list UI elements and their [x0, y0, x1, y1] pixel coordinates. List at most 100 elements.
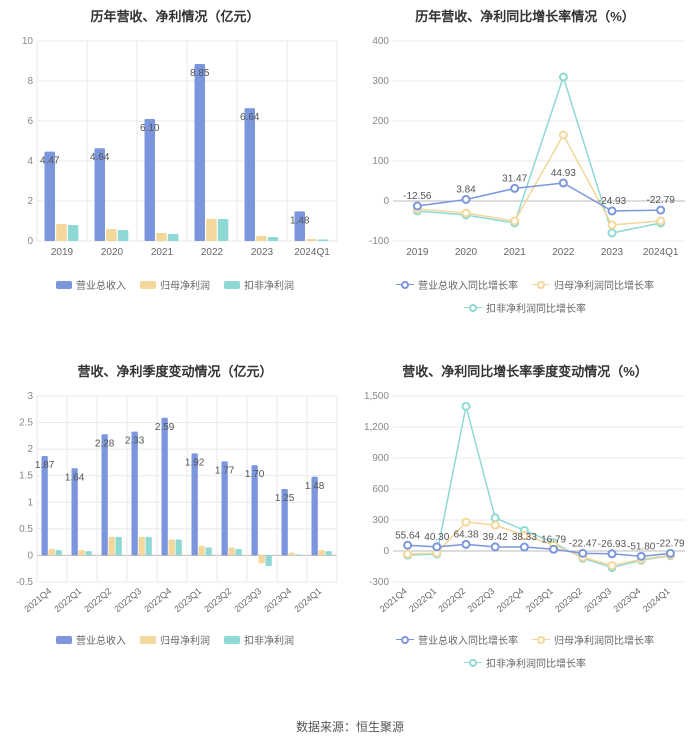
svg-text:100: 100	[372, 156, 389, 167]
chart-annual-line: -100 0 100 200 300 400 2019 2020 2021 2022 2023 202…	[354, 31, 696, 271]
svg-text:-51.80: -51.80	[627, 541, 656, 552]
legend-item: 营业总收入	[56, 632, 126, 647]
data-source-label: 数据来源：恒生聚源	[0, 710, 700, 743]
svg-text:1.87: 1.87	[35, 460, 55, 471]
svg-text:2024Q1: 2024Q1	[292, 586, 323, 614]
svg-text:0: 0	[383, 546, 389, 557]
legend-item: 归母净利润	[140, 632, 210, 647]
svg-text:0: 0	[383, 196, 389, 207]
legend-item: 营业总收入同比增长率	[396, 632, 518, 647]
svg-text:2024Q1: 2024Q1	[641, 586, 672, 614]
svg-text:300: 300	[372, 515, 389, 526]
svg-text:6: 6	[27, 116, 33, 127]
chart-quarterly-bar: -0.500.511.522.531.872021Q41.642022Q12.2…	[4, 386, 346, 626]
svg-text:2.33: 2.33	[125, 436, 145, 447]
svg-text:-26.93: -26.93	[598, 539, 627, 550]
chart-annual-bar: 02468104.4720194.6420206.1020218.8520226…	[4, 31, 346, 271]
svg-text:1.48: 1.48	[290, 215, 310, 226]
svg-text:-12.56: -12.56	[403, 191, 432, 202]
svg-text:6.64: 6.64	[240, 112, 260, 123]
legend: 营业总收入同比增长率归母净利润同比增长率扣非净利润同比增长率	[354, 632, 696, 670]
chart-title: 历年营收、净利同比增长率情况（%）	[354, 6, 696, 25]
panel-quarterly-growth: 营收、净利同比增长率季度变动情况（%） -300 0 300 600 900 1,200 1…	[350, 355, 700, 710]
svg-text:200: 200	[372, 116, 389, 127]
svg-text:6.10: 6.10	[140, 123, 160, 134]
svg-text:8: 8	[27, 76, 33, 87]
legend-item: 扣非净利润	[224, 632, 294, 647]
svg-text:2024Q1: 2024Q1	[294, 247, 330, 258]
svg-text:2022Q2: 2022Q2	[82, 586, 113, 614]
svg-text:2022: 2022	[552, 247, 575, 258]
legend-item: 扣非净利润同比增长率	[464, 300, 586, 315]
svg-text:2.59: 2.59	[155, 422, 175, 433]
legend-item: 归母净利润同比增长率	[532, 277, 654, 292]
legend: 营业总收入归母净利润扣非净利润	[4, 277, 346, 292]
svg-text:16.79: 16.79	[541, 534, 566, 545]
svg-text:900: 900	[372, 453, 389, 464]
svg-text:1.77: 1.77	[215, 465, 235, 476]
svg-text:-100: -100	[369, 236, 389, 247]
svg-text:600: 600	[372, 484, 389, 495]
svg-text:2023Q2: 2023Q2	[202, 586, 233, 614]
svg-text:2022Q4: 2022Q4	[495, 586, 526, 614]
legend-item: 归母净利润同比增长率	[532, 632, 654, 647]
svg-text:1.92: 1.92	[185, 457, 205, 468]
svg-text:2022Q4: 2022Q4	[142, 586, 173, 614]
svg-text:2021: 2021	[504, 247, 527, 258]
panel-annual-revenue: 历年营收、净利情况（亿元） 02468104.4720194.6420206.1…	[0, 0, 350, 355]
svg-text:2022Q1: 2022Q1	[407, 586, 438, 614]
svg-text:300: 300	[372, 76, 389, 87]
svg-text:2021Q4: 2021Q4	[378, 586, 409, 614]
svg-text:40.30: 40.30	[424, 532, 449, 543]
svg-text:2020: 2020	[455, 247, 478, 258]
svg-text:1: 1	[27, 497, 33, 508]
svg-text:2019: 2019	[406, 247, 429, 258]
svg-text:3: 3	[27, 391, 33, 402]
svg-text:2023: 2023	[601, 247, 624, 258]
svg-text:44.93: 44.93	[551, 168, 576, 179]
legend-item: 扣非净利润	[224, 277, 294, 292]
svg-text:400: 400	[372, 36, 389, 47]
svg-text:2023Q3: 2023Q3	[582, 586, 613, 614]
svg-text:4.64: 4.64	[90, 152, 110, 163]
svg-text:1.25: 1.25	[275, 493, 295, 504]
svg-text:2023: 2023	[251, 247, 274, 258]
svg-text:2: 2	[27, 444, 33, 455]
svg-text:2.5: 2.5	[19, 418, 33, 429]
svg-text:2022Q3: 2022Q3	[112, 586, 143, 614]
svg-text:-22.47: -22.47	[569, 538, 598, 549]
svg-text:-300: -300	[369, 577, 389, 588]
svg-text:55.64: 55.64	[395, 530, 420, 541]
legend-item: 营业总收入同比增长率	[396, 277, 518, 292]
legend-item: 营业总收入	[56, 277, 126, 292]
svg-text:2.28: 2.28	[95, 438, 115, 449]
svg-text:4.47: 4.47	[40, 156, 60, 167]
legend: 营业总收入同比增长率归母净利润同比增长率扣非净利润同比增长率	[354, 277, 696, 315]
legend-item: 扣非净利润同比增长率	[464, 655, 586, 670]
svg-text:0: 0	[27, 550, 33, 561]
svg-text:1.48: 1.48	[305, 481, 325, 492]
svg-text:2022Q3: 2022Q3	[466, 586, 497, 614]
legend: 营业总收入归母净利润扣非净利润	[4, 632, 346, 647]
svg-text:1.70: 1.70	[245, 469, 265, 480]
svg-text:39.42: 39.42	[483, 532, 508, 543]
svg-text:38.33: 38.33	[512, 532, 537, 543]
legend-item: 归母净利润	[140, 277, 210, 292]
chart-title: 历年营收、净利情况（亿元）	[4, 6, 346, 25]
svg-text:0: 0	[27, 236, 33, 247]
chart-title: 营收、净利季度变动情况（亿元）	[4, 361, 346, 380]
svg-text:8.85: 8.85	[190, 68, 210, 79]
svg-text:10: 10	[22, 36, 34, 47]
svg-text:2023Q1: 2023Q1	[524, 586, 555, 614]
svg-text:1,200: 1,200	[364, 422, 389, 433]
svg-text:1,500: 1,500	[364, 391, 389, 402]
svg-text:2022Q1: 2022Q1	[52, 586, 83, 614]
svg-text:2024Q1: 2024Q1	[643, 247, 679, 258]
chart-title: 营收、净利同比增长率季度变动情况（%）	[354, 361, 696, 380]
svg-text:0.5: 0.5	[19, 524, 33, 535]
svg-text:2022Q2: 2022Q2	[436, 586, 467, 614]
svg-text:2023Q2: 2023Q2	[553, 586, 584, 614]
svg-text:2022: 2022	[201, 247, 224, 258]
svg-text:2023Q1: 2023Q1	[172, 586, 203, 614]
svg-text:-24.93: -24.93	[598, 196, 627, 207]
